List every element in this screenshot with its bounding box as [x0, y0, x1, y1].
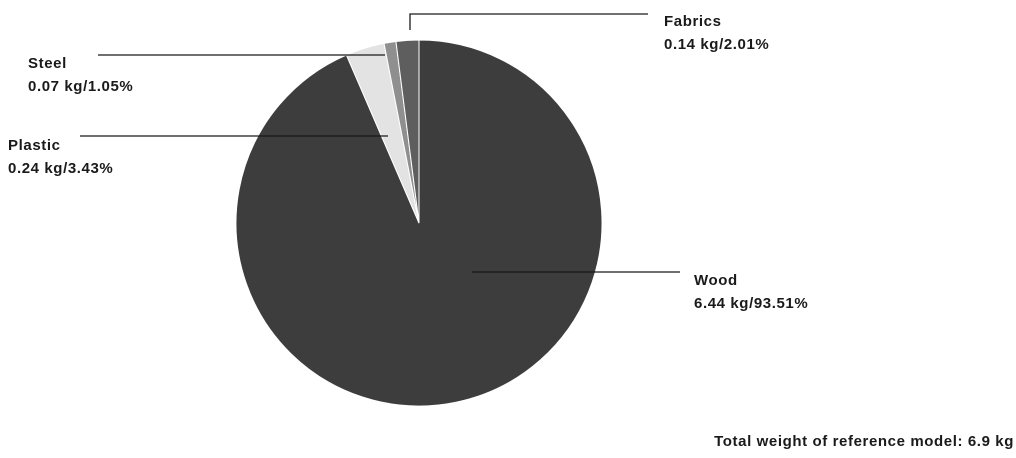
slice-fabrics	[395, 39, 420, 224]
slice-label-plastic: Plastic	[8, 137, 61, 154]
slice-labels: Wood 6.44 kg/93.51% Plastic 0.24 kg/3.43% St…	[8, 13, 808, 312]
slice-wood	[235, 39, 603, 407]
leader-line-fabrics	[409, 13, 648, 30]
slice-value-wood: 6.44 kg/93.51%	[694, 295, 808, 312]
slice-label-steel: Steel	[28, 55, 67, 72]
total-weight-footnote: Total weight of reference model: 6.9 kg	[714, 433, 1014, 450]
slice-value-fabrics: 0.14 kg/2.01%	[664, 36, 769, 53]
slice-value-plastic: 0.24 kg/3.43%	[8, 160, 113, 177]
pie-slices	[235, 39, 603, 407]
slice-value-steel: 0.07 kg/1.05%	[28, 78, 133, 95]
leader-lines	[80, 13, 680, 273]
slice-label-wood: Wood	[694, 272, 738, 289]
slice-label-fabrics: Fabrics	[664, 13, 722, 30]
